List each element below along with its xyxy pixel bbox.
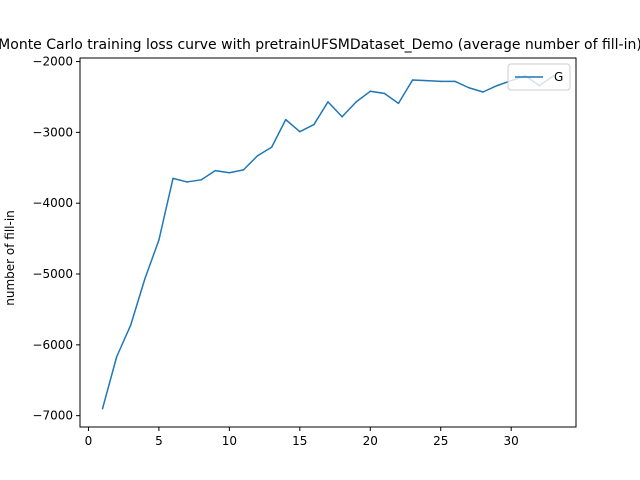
data-point [313,123,315,126]
data-point [270,146,273,148]
data-point [284,118,287,121]
y-tick-label: −2000 [32,55,73,69]
data-point [144,278,146,280]
data-point [454,80,456,83]
y-axis-label: number of fill-in [3,210,17,306]
data-point [425,79,428,82]
legend-label: G [554,70,563,84]
y-tick-label: −5000 [32,267,73,281]
data-point [482,91,484,93]
data-point [468,86,470,89]
data-point [228,171,231,174]
x-tick-label: 30 [504,434,519,448]
data-point [172,177,174,180]
x-tick-label: 5 [155,434,163,448]
y-tick-label: −4000 [32,196,73,210]
series-line-G [101,74,554,409]
y-tick-label: −6000 [32,338,73,352]
x-tick-label: 20 [363,434,378,448]
data-point [299,130,301,133]
data-point [129,324,132,326]
data-point [496,84,498,87]
axes-frame [79,57,577,428]
data-point [341,116,343,118]
data-point [115,356,118,358]
x-tick-label: 15 [292,434,307,448]
plot-area [101,74,555,410]
legend: G [507,63,571,91]
data-point [242,169,245,171]
data-point [214,169,217,172]
chart-title: Monte Carlo training loss curve with pre… [0,37,640,53]
data-point [256,154,259,157]
x-tick-label: 0 [85,434,93,448]
y-tick-label: −3000 [32,125,73,139]
data-point [186,181,188,183]
data-point [355,101,357,103]
data-point [383,92,386,95]
data-point [397,102,400,105]
data-point [101,407,104,410]
data-point [439,80,442,83]
x-tick-label: 25 [433,434,448,448]
y-tick-label: −7000 [32,409,73,423]
x-tick-label: 10 [222,434,237,448]
data-point [200,179,202,181]
data-point [411,79,414,81]
data-point [327,101,329,103]
data-point [369,90,372,93]
data-point [158,239,160,241]
